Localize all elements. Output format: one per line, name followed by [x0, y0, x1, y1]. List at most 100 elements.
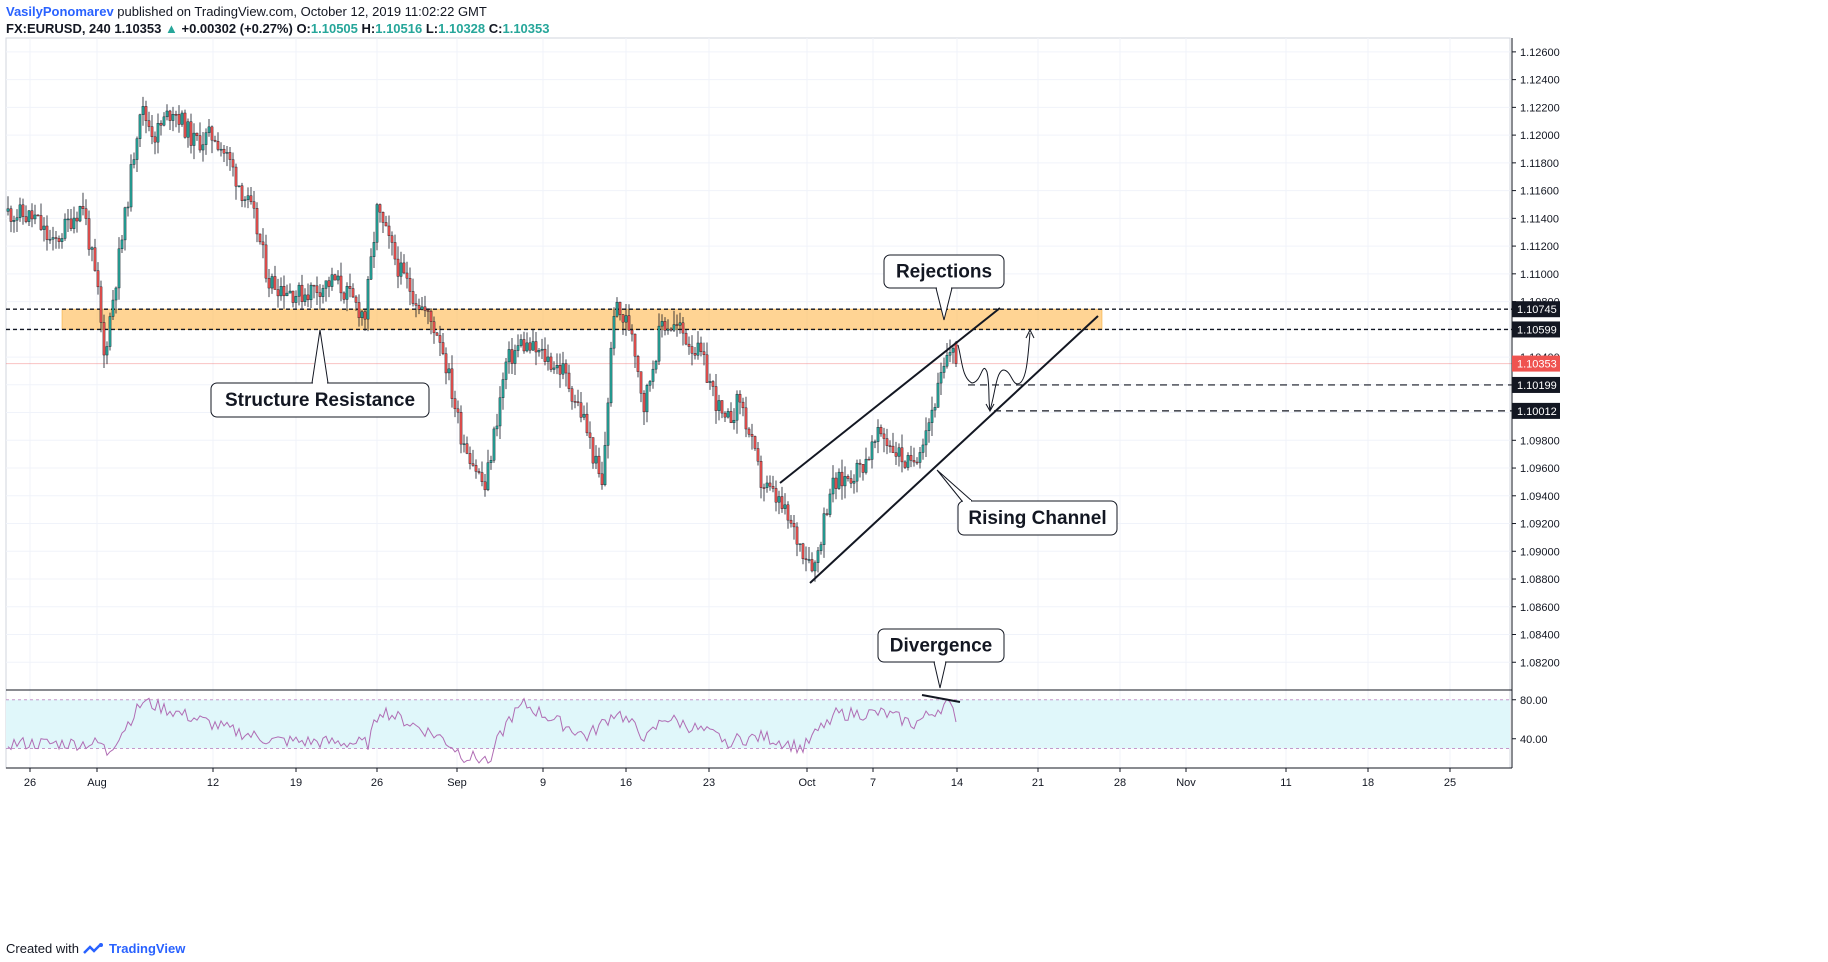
- candle-body: [627, 315, 631, 331]
- candle-body: [189, 121, 193, 146]
- tradingview-link[interactable]: TradingView: [108, 941, 186, 956]
- divergence-label: Divergence: [890, 636, 992, 657]
- candle-body: [183, 112, 187, 138]
- x-tick-label: 19: [290, 777, 302, 789]
- y-tick-label: 1.11800: [1520, 158, 1559, 170]
- price-tag-label: 1.10353: [1517, 359, 1557, 371]
- candle-body: [150, 126, 154, 138]
- candle-body: [477, 471, 481, 473]
- candle-body: [549, 356, 553, 370]
- candle-body: [372, 242, 376, 257]
- candle-body: [681, 322, 685, 334]
- candle-body: [393, 242, 397, 260]
- candle-body: [414, 303, 418, 306]
- candle-body: [768, 482, 772, 487]
- candle-body: [642, 393, 646, 413]
- annotation-callouts: Structure Resistance Rejections Rising Cha…: [210, 254, 1118, 689]
- high-value: 1.10516: [375, 21, 423, 36]
- y-tick-label: 1.11600: [1520, 186, 1559, 198]
- candle-body: [501, 379, 505, 398]
- candle-body: [618, 301, 622, 315]
- candle-body: [504, 361, 508, 380]
- candle-body: [654, 360, 658, 370]
- candle-body: [273, 276, 277, 290]
- x-tick-label: 23: [703, 777, 715, 789]
- author-name[interactable]: VasilyPonomarev: [6, 4, 114, 19]
- candle-body: [309, 284, 313, 301]
- candle-body: [315, 285, 319, 293]
- candle-body: [663, 321, 667, 331]
- candle-body: [588, 432, 592, 438]
- candle-body: [141, 106, 145, 115]
- candle-body: [447, 368, 451, 374]
- candle-body: [879, 427, 883, 435]
- candle-body: [51, 237, 55, 240]
- symbol-label[interactable]: FX:EURUSD, 240: [6, 21, 111, 36]
- candle-body: [219, 148, 223, 151]
- candle-body: [165, 110, 169, 118]
- candle-body: [225, 152, 229, 154]
- candle-body: [750, 434, 754, 437]
- candle-body: [567, 372, 571, 389]
- candle-body: [846, 476, 850, 479]
- candle-body: [903, 461, 907, 468]
- candle-body: [303, 294, 307, 302]
- candle-body: [471, 463, 475, 466]
- candle-body: [702, 351, 706, 356]
- candle-body: [69, 218, 73, 229]
- candle-body: [264, 244, 268, 279]
- candle-body: [492, 428, 496, 461]
- candle-body: [489, 460, 493, 463]
- candle-body: [186, 121, 190, 138]
- candle-body: [552, 367, 556, 370]
- candle-body: [192, 132, 196, 146]
- candle-body: [291, 290, 295, 303]
- candle-body: [129, 164, 133, 208]
- candle-body: [672, 324, 676, 331]
- candle-body: [936, 382, 940, 408]
- x-tick-label: Sep: [447, 777, 467, 789]
- candle-body: [558, 365, 562, 375]
- candle-body: [810, 559, 814, 572]
- candle-body: [825, 513, 829, 515]
- candle-body: [792, 522, 796, 528]
- candle-body: [369, 256, 373, 280]
- candle-body: [798, 543, 802, 545]
- candle-body: [159, 122, 163, 126]
- candle-body: [753, 436, 757, 449]
- y-tick-label: 1.12200: [1520, 102, 1560, 114]
- candle-body: [9, 208, 13, 222]
- candle-body: [66, 218, 70, 221]
- candle-body: [420, 306, 424, 310]
- x-tick-label: 26: [24, 777, 36, 789]
- structure-callout: Structure Resistance: [210, 329, 430, 418]
- candle-body: [423, 306, 427, 311]
- candle-body: [327, 280, 331, 287]
- candle-body: [942, 365, 946, 373]
- y-tick-label: 1.09400: [1520, 491, 1560, 503]
- candle-body: [402, 262, 406, 274]
- rising-callout: Rising Channel: [936, 469, 1118, 536]
- candle-body: [573, 401, 577, 403]
- candle-body: [891, 445, 895, 453]
- candle-body: [333, 274, 337, 281]
- y-tick-label: 1.08200: [1520, 657, 1560, 669]
- candle-body: [537, 350, 541, 353]
- candle-body: [342, 292, 346, 300]
- candle-body: [396, 258, 400, 277]
- candle-body: [684, 332, 688, 345]
- candle-body: [723, 412, 727, 418]
- candle-body: [465, 443, 469, 454]
- candle-body: [213, 139, 217, 142]
- candle-body: [168, 110, 172, 121]
- candle-body: [933, 407, 937, 411]
- candle-body: [438, 335, 442, 343]
- candle-body: [894, 452, 898, 457]
- channel-upper-line: [779, 307, 1001, 484]
- candle-body: [543, 348, 547, 362]
- candle-body: [837, 471, 841, 489]
- candle-body: [690, 346, 694, 354]
- candle-body: [759, 461, 763, 488]
- candle-body: [375, 204, 379, 243]
